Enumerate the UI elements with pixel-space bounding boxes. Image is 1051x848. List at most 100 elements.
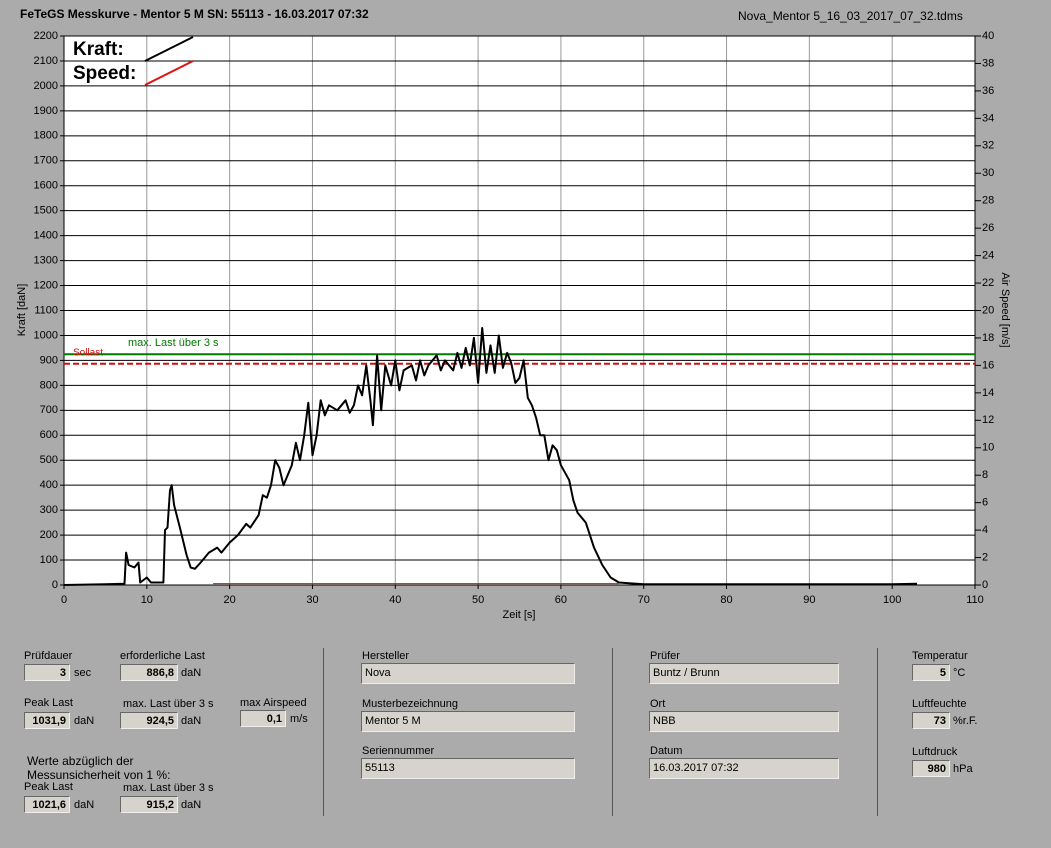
- x-tick-label: 0: [61, 594, 67, 606]
- x-tick-label: 50: [472, 594, 484, 606]
- legend-label: Kraft:: [73, 39, 124, 60]
- y2-tick-label: 14: [982, 387, 994, 399]
- y-tick-label: 1700: [34, 155, 58, 167]
- y2-tick-label: 32: [982, 140, 994, 152]
- field-value: 886,8: [120, 664, 178, 681]
- note: Werte abzüglich der Messunsicherheit von…: [27, 754, 171, 782]
- field-value: 915,2: [120, 796, 178, 813]
- x-tick-label: 100: [883, 594, 901, 606]
- field-unit: daN: [74, 799, 95, 811]
- y2-tick-label: 2: [982, 551, 988, 563]
- x-tick-label: 10: [141, 594, 153, 606]
- field-label: max. Last über 3 s: [123, 782, 214, 794]
- y-tick-label: 1800: [34, 130, 58, 142]
- y2-tick-label: 22: [982, 277, 994, 289]
- field-label: Seriennummer: [362, 745, 435, 757]
- legend-swatch: [144, 60, 194, 86]
- field-label: Luftfeuchte: [912, 698, 967, 710]
- y-tick-label: 1200: [34, 279, 58, 291]
- field-unit: %r.F.: [953, 715, 978, 727]
- field-label: Hersteller: [362, 650, 410, 662]
- x-tick-label: 20: [224, 594, 236, 606]
- separator: [612, 648, 613, 816]
- x-tick-label: 70: [638, 594, 650, 606]
- y-tick-label: 600: [40, 429, 58, 441]
- field-value: 1031,9: [24, 712, 70, 729]
- y2-tick-label: 6: [982, 497, 988, 509]
- y-tick-label: 200: [40, 529, 58, 541]
- field-label: Prüfer: [650, 650, 680, 662]
- field-value: 924,5: [120, 712, 178, 729]
- y-tick-label: 900: [40, 354, 58, 366]
- separator: [877, 648, 878, 816]
- field-label: Datum: [650, 745, 683, 757]
- y2-tick-label: 28: [982, 195, 994, 207]
- y-tick-label: 2000: [34, 80, 58, 92]
- y2-tick-label: 36: [982, 85, 994, 97]
- y-tick-label: 1900: [34, 105, 58, 117]
- y-tick-label: 1600: [34, 180, 58, 192]
- field-unit: m/s: [290, 713, 308, 725]
- field-label: Luftdruck: [912, 746, 958, 758]
- field-value: 73: [912, 712, 950, 729]
- field-value: 16.03.2017 07:32: [649, 758, 839, 779]
- field-label: Peak Last: [24, 781, 73, 793]
- y2-tick-label: 24: [982, 250, 994, 262]
- field-unit: daN: [74, 715, 95, 727]
- x-tick-label: 30: [306, 594, 318, 606]
- field-value: 0,1: [240, 710, 286, 727]
- field-value: Mentor 5 M: [361, 711, 575, 732]
- legend-swatch: [144, 36, 194, 62]
- field-value: 1021,6: [24, 796, 70, 813]
- field-label: Ort: [650, 698, 666, 710]
- reference-label: max. Last über 3 s: [128, 337, 219, 349]
- y-tick-label: 2100: [34, 55, 58, 67]
- field-unit: hPa: [953, 763, 973, 775]
- y-axis-label: Kraft [daN]: [16, 284, 28, 337]
- y2-tick-label: 30: [982, 167, 994, 179]
- y2-tick-label: 10: [982, 442, 994, 454]
- field-value: 5: [912, 664, 950, 681]
- plot-frame: [63, 35, 976, 586]
- x-tick-label: 80: [720, 594, 732, 606]
- y2-tick-label: 26: [982, 222, 994, 234]
- y2-tick-label: 16: [982, 359, 994, 371]
- x-tick-label: 110: [966, 594, 984, 606]
- y2-tick-label: 18: [982, 332, 994, 344]
- y-tick-label: 400: [40, 479, 58, 491]
- y-tick-label: 300: [40, 504, 58, 516]
- y2-tick-label: 4: [982, 524, 988, 536]
- field-label: Musterbezeichnung: [362, 698, 459, 710]
- field-value: 980: [912, 760, 950, 777]
- y2-axis-label: Air Speed [m/s]: [999, 272, 1011, 347]
- y2-tick-label: 40: [982, 30, 994, 42]
- field-label: max Airspeed: [240, 697, 307, 709]
- field-label: Temperatur: [912, 650, 968, 662]
- chart: FeTeGS Messkurve - Mentor 5 M SN: 55113 …: [16, 7, 1011, 621]
- field-unit: daN: [181, 715, 202, 727]
- y2-tick-label: 0: [982, 579, 988, 591]
- field-label: erforderliche Last: [120, 650, 205, 662]
- y-tick-label: 1300: [34, 254, 58, 266]
- x-tick-label: 60: [555, 594, 567, 606]
- y2-tick-label: 12: [982, 414, 994, 426]
- field-value: 55113: [361, 758, 575, 779]
- y-tick-label: 800: [40, 379, 58, 391]
- field-label: Peak Last: [24, 697, 73, 709]
- y-tick-label: 0: [52, 579, 58, 591]
- field-label: max. Last über 3 s: [123, 698, 214, 710]
- y-tick-label: 100: [40, 554, 58, 566]
- field-value: Nova: [361, 663, 575, 684]
- y2-tick-label: 34: [982, 112, 994, 124]
- y-tick-label: 500: [40, 454, 58, 466]
- y2-tick-label: 20: [982, 304, 994, 316]
- field-unit: daN: [181, 799, 202, 811]
- series-line: [63, 327, 918, 586]
- y-tick-label: 1500: [34, 205, 58, 217]
- y-tick-label: 1100: [34, 304, 58, 316]
- x-axis-label: Zeit [s]: [502, 609, 535, 621]
- y-tick-label: 2200: [34, 30, 58, 42]
- field-unit: °C: [953, 667, 966, 679]
- field-unit: daN: [181, 667, 202, 679]
- reference-label: Sollast: [73, 347, 103, 358]
